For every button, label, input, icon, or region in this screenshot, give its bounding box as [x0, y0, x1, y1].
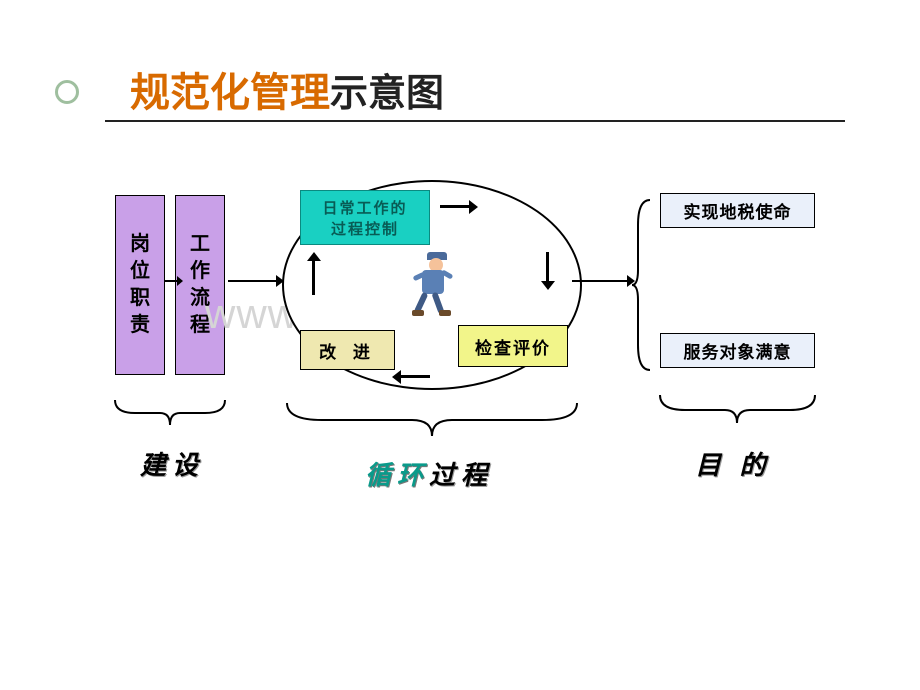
arrow-flow-to-cycle	[228, 280, 276, 282]
box-process-control: 日常工作的 过程控制	[300, 190, 430, 245]
box-position-duty: 岗 位 职 责	[115, 195, 165, 375]
box-position-duty-text: 岗 位 职 责	[130, 231, 150, 339]
arrow-duty-to-flow	[165, 280, 177, 282]
right-brace	[630, 195, 660, 375]
goal-satisfaction: 服务对象满意	[660, 333, 815, 368]
title-underline	[105, 120, 845, 122]
process-control-line2: 过程控制	[331, 218, 399, 239]
label-build: 建设	[140, 445, 204, 482]
brace-build	[110, 395, 230, 435]
cycle-arrow-bottom	[400, 375, 430, 378]
label-cycle: 循环过程	[365, 455, 493, 492]
brace-goal	[655, 390, 820, 435]
title-bullet	[55, 80, 79, 104]
cycle-arrow-right	[546, 252, 549, 282]
page-title: 规范化管理示意图	[130, 60, 444, 118]
arrow-cycle-to-goals	[572, 280, 627, 282]
title-rest: 示意图	[330, 73, 444, 115]
cycle-arrow-left	[312, 260, 315, 295]
cycle-arrow-top	[440, 205, 470, 208]
box-check: 检查评价	[458, 325, 568, 367]
title-highlight: 规范化管理	[130, 70, 330, 115]
process-control-line1: 日常工作的	[322, 197, 407, 218]
runner-icon	[405, 252, 460, 322]
box-improve: 改 进	[300, 330, 395, 370]
brace-cycle	[282, 398, 582, 448]
box-work-flow-text: 工 作 流 程	[190, 231, 210, 339]
label-goal: 目 的	[695, 445, 772, 482]
goal-mission: 实现地税使命	[660, 193, 815, 228]
